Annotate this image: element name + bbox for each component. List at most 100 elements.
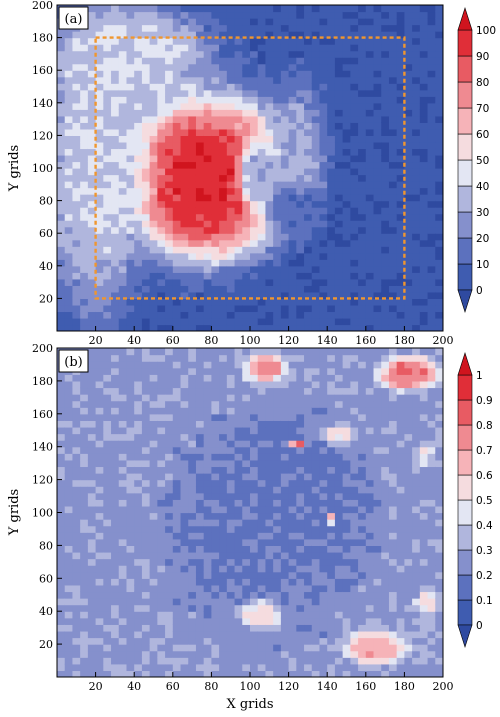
heatmap-cell xyxy=(226,420,236,428)
heatmap-cell xyxy=(180,122,189,130)
heatmap-cell xyxy=(334,200,344,208)
heatmap-cell xyxy=(149,551,158,560)
heatmap-cell xyxy=(288,630,297,639)
heatmap-cell xyxy=(288,233,297,241)
heatmap-cell xyxy=(404,194,413,202)
heatmap-cell xyxy=(203,361,212,369)
heatmap-cell xyxy=(180,374,189,382)
heatmap-cell xyxy=(172,135,182,143)
heatmap-cell xyxy=(80,512,89,520)
heatmap-cell xyxy=(327,578,336,586)
heatmap-cell xyxy=(273,70,282,78)
heatmap-cell xyxy=(242,492,251,500)
heatmap-cell xyxy=(188,637,197,645)
heatmap-cell xyxy=(334,265,344,273)
heatmap-cell xyxy=(219,558,228,566)
heatmap-cell xyxy=(180,226,189,234)
heatmap-cell xyxy=(165,479,174,487)
heatmap-cell xyxy=(226,512,236,520)
heatmap-cell xyxy=(388,551,398,560)
heatmap-cell xyxy=(157,584,166,593)
heatmap-cell xyxy=(342,394,351,402)
heatmap-cell xyxy=(404,115,413,123)
heatmap-cell xyxy=(273,141,282,150)
heatmap-cell xyxy=(250,644,259,652)
heatmap-cell xyxy=(103,265,112,273)
heatmap-cell xyxy=(111,545,120,553)
heatmap-cell xyxy=(80,486,89,494)
heatmap-cell xyxy=(95,50,104,58)
heatmap-cell xyxy=(304,272,313,280)
heatmap-cell xyxy=(157,207,166,215)
heatmap-cell xyxy=(203,473,212,481)
heatmap-cell xyxy=(165,57,174,65)
heatmap-cell xyxy=(304,11,313,19)
heatmap-cell xyxy=(203,663,212,672)
heatmap-cell xyxy=(57,272,66,280)
heatmap-cell xyxy=(165,76,174,84)
heatmap-cell xyxy=(388,83,398,91)
heatmap-cell xyxy=(165,400,174,408)
heatmap-cell xyxy=(365,200,375,208)
heatmap-cell xyxy=(365,407,375,415)
heatmap-cell xyxy=(111,532,120,540)
heatmap-cell xyxy=(358,604,367,612)
heatmap-cell xyxy=(172,466,182,474)
heatmap-cell xyxy=(288,135,297,143)
heatmap-cell xyxy=(234,551,243,560)
heatmap-cell xyxy=(118,161,128,169)
heatmap-cell xyxy=(103,174,112,182)
heatmap-cell xyxy=(388,525,398,533)
heatmap-cell xyxy=(57,459,66,468)
heatmap-cell xyxy=(188,154,197,163)
heatmap-cell xyxy=(304,644,313,652)
heatmap-cell xyxy=(257,83,267,91)
heatmap-cell xyxy=(350,374,359,382)
heatmap-cell xyxy=(203,265,212,273)
heatmap-cell xyxy=(234,584,243,593)
heatmap-cell xyxy=(381,565,390,573)
heatmap-cell xyxy=(350,657,359,665)
heatmap-cell xyxy=(141,122,151,130)
heatmap-cell xyxy=(203,57,212,65)
heatmap-cell xyxy=(334,571,344,579)
heatmap-cell xyxy=(211,584,220,593)
heatmap-cell xyxy=(404,591,413,599)
heatmap-cell xyxy=(242,298,251,306)
heatmap-cell xyxy=(350,128,359,136)
heatmap-cell xyxy=(219,499,228,507)
heatmap-cell xyxy=(118,187,128,195)
colorbar-tick-label: 80 xyxy=(476,77,489,89)
heatmap-cell xyxy=(118,239,128,247)
heatmap-cell xyxy=(211,367,220,375)
heatmap-cell xyxy=(172,538,182,546)
heatmap-cell xyxy=(242,31,251,39)
heatmap-cell xyxy=(412,18,421,26)
heatmap-cell xyxy=(87,380,97,389)
heatmap-cell xyxy=(373,317,382,326)
heatmap-cell xyxy=(304,148,313,156)
heatmap-cell xyxy=(427,663,436,672)
heatmap-cell xyxy=(419,57,429,65)
heatmap-cell xyxy=(57,617,66,625)
heatmap-cell xyxy=(157,148,166,156)
heatmap-cell xyxy=(334,317,344,326)
heatmap-cell xyxy=(419,128,429,136)
heatmap-cell xyxy=(334,285,344,293)
heatmap-cell xyxy=(95,459,104,468)
heatmap-cell xyxy=(334,473,344,481)
heatmap-cell xyxy=(296,611,305,619)
heatmap-cell xyxy=(219,519,228,527)
heatmap-cell xyxy=(280,387,290,395)
heatmap-cell xyxy=(226,361,236,369)
heatmap-cell xyxy=(126,122,135,130)
heatmap-cell xyxy=(172,584,182,593)
heatmap-cell xyxy=(95,512,104,520)
heatmap-cell xyxy=(195,446,205,454)
heatmap-cell xyxy=(427,252,436,260)
heatmap-cell xyxy=(80,278,89,286)
heatmap-cell xyxy=(273,233,282,241)
heatmap-cell xyxy=(242,5,251,13)
heatmap-cell xyxy=(412,272,421,280)
heatmap-cell xyxy=(381,624,390,632)
